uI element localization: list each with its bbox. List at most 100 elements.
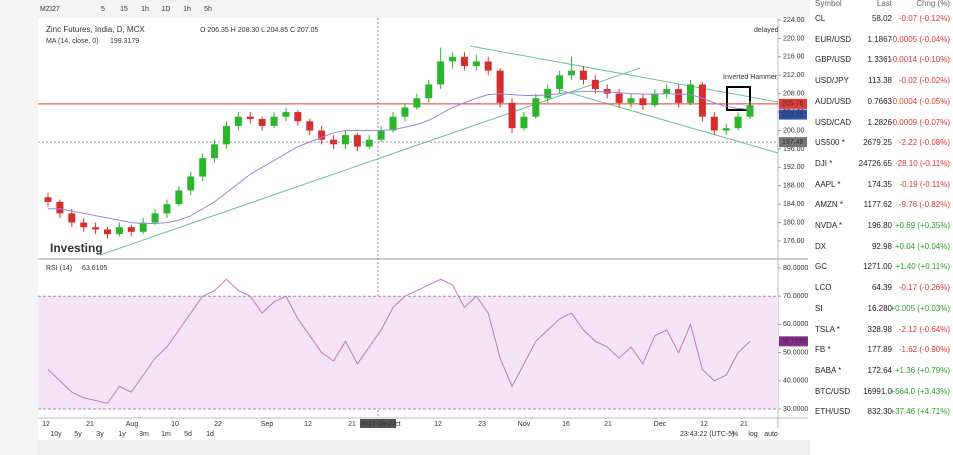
rsi-line bbox=[47, 278, 751, 404]
price-tag-label: 205.78 bbox=[782, 101, 804, 108]
last-price: 196.80 bbox=[867, 221, 892, 230]
watchlist-row[interactable]: DX 92.98 +0.04 (+0.04%) bbox=[810, 238, 950, 255]
candle-body bbox=[449, 56, 457, 62]
watchlist-row[interactable]: USD/JPY 113.38 -0.02 (-0.02%) bbox=[810, 72, 950, 89]
candle-body bbox=[675, 89, 683, 103]
change: +0.005 (+0.03%) bbox=[890, 303, 950, 313]
y-tick-label: 192.00 bbox=[783, 164, 805, 171]
scale-option[interactable]: auto bbox=[764, 431, 778, 438]
interval-button[interactable]: 1D bbox=[162, 6, 171, 13]
x-tick-label: 22 bbox=[214, 421, 222, 428]
watchlist-row[interactable]: FB * 177.89 -1.62 (-0.90%) bbox=[810, 341, 950, 358]
range-button[interactable]: 1y bbox=[118, 431, 126, 438]
watchlist-row[interactable]: GC 1271.00 +1.40 (+0.11%) bbox=[810, 258, 950, 275]
range-button[interactable]: 10y bbox=[50, 431, 62, 438]
candle-body bbox=[56, 201, 64, 214]
interval-button[interactable]: 15 bbox=[120, 6, 128, 13]
watchlist-row[interactable]: AMZN * 1177.62 -9.76 (-0.82%) bbox=[810, 196, 950, 213]
candle-body bbox=[234, 116, 242, 126]
change: -0.17 (-0.26%) bbox=[898, 283, 950, 293]
y-tick-label: 212.00 bbox=[783, 72, 805, 79]
last-price: 58.02 bbox=[871, 14, 892, 23]
candle-body bbox=[413, 98, 421, 108]
candle-body bbox=[663, 89, 671, 94]
interval-button[interactable]: 5h bbox=[204, 6, 212, 13]
symbol: AUD/USD bbox=[815, 96, 852, 106]
y-tick-label: 216.00 bbox=[783, 54, 805, 61]
range-button[interactable]: 1d bbox=[206, 431, 214, 438]
range-button[interactable]: 3m bbox=[139, 431, 149, 438]
watchlist-row[interactable]: ETH/USD 832.30 +37.46 (+4.71%) bbox=[810, 403, 950, 420]
symbol: BABA * bbox=[815, 365, 842, 375]
rsi-tag bbox=[779, 336, 808, 347]
candle-body bbox=[579, 70, 587, 80]
watchlist-row[interactable]: BABA * 172.64 +1.36 (+0.79%) bbox=[810, 362, 950, 379]
scale-option[interactable]: log bbox=[748, 431, 757, 438]
symbol: LCO bbox=[815, 283, 832, 293]
watchlist-row[interactable]: NVDA * 196.80 +0.69 (+0.35%) bbox=[810, 217, 950, 234]
candle-body bbox=[556, 75, 564, 90]
range-button[interactable]: 5d bbox=[184, 431, 192, 438]
price-tag-label: 203.46 bbox=[782, 111, 804, 118]
rsi-tag-label: 58.7939 bbox=[781, 338, 806, 345]
trendline bbox=[99, 67, 641, 256]
watchlist-row[interactable]: EUR/USD 1.1867 -0.0005 (-0.04%) bbox=[810, 31, 950, 48]
symbol: CL bbox=[815, 14, 826, 23]
interval-button[interactable]: 1h bbox=[183, 6, 191, 13]
rsi-tick-label: 50.0000 bbox=[783, 349, 808, 356]
ma-line bbox=[48, 90, 751, 225]
last-price: 92.98 bbox=[871, 241, 892, 251]
candle-body bbox=[746, 105, 754, 117]
x-tick-label: 12 bbox=[304, 421, 312, 428]
chart-app: Investing MZI27 Zinc Futures, India, D, … bbox=[0, 0, 810, 455]
ohlc: O 206.35 H 208.30 L 204.85 C 207.05 bbox=[200, 27, 319, 34]
change: +37.46 (+4.71%) bbox=[890, 407, 950, 417]
x-tick-label: 21 bbox=[604, 421, 612, 428]
watchlist-header: Symbol Last Chng (%) bbox=[810, 0, 950, 12]
candle-body bbox=[68, 213, 76, 223]
top-toolbar bbox=[0, 0, 810, 18]
candle-body bbox=[710, 116, 718, 131]
watchlist-row[interactable]: CL 58.02 -0.07 (-0.12%) bbox=[810, 10, 950, 27]
watchlist-row[interactable]: USD/CAD 1.2826 -0.0009 (-0.07%) bbox=[810, 114, 950, 131]
change: -9.76 (-0.82%) bbox=[898, 200, 950, 210]
candle-body bbox=[377, 130, 385, 140]
candle-body bbox=[139, 222, 147, 232]
clock: 23:43:22 (UTC-5) bbox=[680, 431, 734, 438]
candle-body bbox=[401, 107, 409, 117]
change: -0.07 (-0.12%) bbox=[898, 14, 950, 23]
change: +1.36 (+0.79%) bbox=[894, 365, 950, 375]
last-price: 1271.00 bbox=[863, 262, 892, 272]
watchlist-row[interactable]: GBP/USD 1.3361 -0.0014 (-0.10%) bbox=[810, 51, 950, 68]
range-button[interactable]: 3y bbox=[96, 431, 104, 438]
symbol: NVDA * bbox=[815, 221, 843, 230]
watchlist-row[interactable]: AUD/USD 0.7663 -0.0004 (-0.05%) bbox=[810, 93, 950, 110]
price-tag-label: 197.48 bbox=[782, 139, 804, 146]
last-price: 0.7663 bbox=[867, 96, 892, 106]
symbol: USD/CAD bbox=[815, 117, 852, 127]
symbol: AMZN * bbox=[815, 200, 843, 210]
symbol[interactable]: MZI27 bbox=[40, 6, 60, 13]
interval-button[interactable]: 5 bbox=[101, 6, 105, 13]
candle-body bbox=[484, 61, 492, 71]
range-button[interactable]: 1m bbox=[161, 431, 171, 438]
price-tag bbox=[779, 137, 807, 148]
crosshair-tag bbox=[360, 419, 396, 428]
watchlist-row[interactable]: AAPL * 174.35 -0.19 (-0.11%) bbox=[810, 176, 950, 193]
range-button[interactable]: 5y bbox=[74, 431, 82, 438]
y-tick-label: 200.00 bbox=[783, 127, 805, 134]
watchlist-row[interactable]: TSLA * 328.98 -2.12 (-0.64%) bbox=[810, 321, 950, 338]
watchlist-row[interactable]: DJI * 24726.65 -28.10 (-0.11%) bbox=[810, 155, 950, 172]
watchlist-row[interactable]: US500 * 2679.25 -2.22 (-0.08%) bbox=[810, 134, 950, 151]
watchlist-row[interactable]: BTC/USD 16991.0 +564.0 (+3.43%) bbox=[810, 383, 950, 400]
watchlist-row[interactable]: LCO 64.39 -0.17 (-0.26%) bbox=[810, 279, 950, 296]
rsi-tick-label: 60.0000 bbox=[783, 321, 808, 328]
scale-option[interactable]: % bbox=[732, 431, 738, 438]
candle-body bbox=[460, 56, 468, 67]
interval-button[interactable]: 1h bbox=[141, 6, 149, 13]
trendline bbox=[559, 89, 779, 154]
x-tick-label: 21 bbox=[86, 421, 94, 428]
candle-body bbox=[734, 116, 742, 129]
watchlist-row[interactable]: SI 16.280 +0.005 (+0.03%) bbox=[810, 300, 950, 317]
candle-body bbox=[651, 93, 659, 106]
